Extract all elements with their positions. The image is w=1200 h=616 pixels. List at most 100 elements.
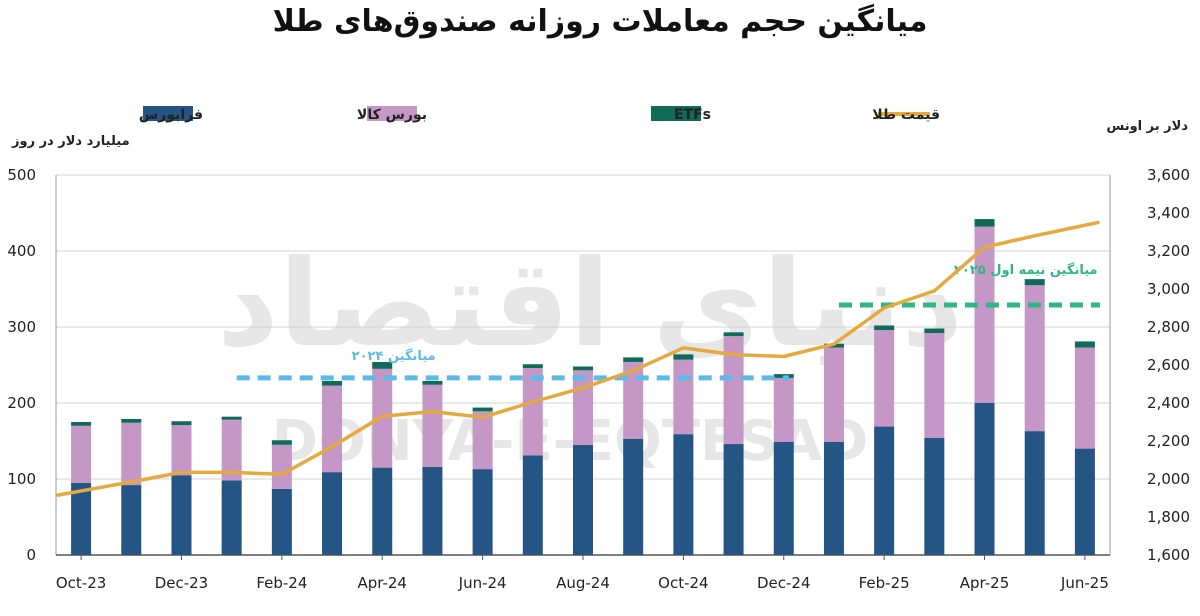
right-tick-label: 3,000	[1147, 280, 1190, 298]
bar-commodity-exchange	[874, 330, 895, 427]
bar-commodity-exchange	[723, 336, 744, 445]
legend-commodity-exchange-swatch	[367, 106, 417, 121]
chart-title: میانگین حجم معاملات روزانه صندوق‌های طلا	[272, 4, 928, 39]
right-tick-label: 2,800	[1147, 318, 1190, 336]
legend-etfs-label: ETFs	[674, 107, 711, 123]
bar-etfs	[472, 407, 493, 412]
bar-farabourse	[271, 488, 292, 555]
bar-etfs	[422, 380, 443, 385]
bar-etfs	[121, 418, 142, 423]
right-tick-label: 1,800	[1147, 508, 1190, 526]
bar-farabourse	[221, 480, 242, 555]
gold-price-polyline	[56, 220, 1100, 497]
left-tick-label: 0	[26, 546, 36, 564]
legend-farabourse-swatch	[143, 106, 193, 121]
bar-farabourse	[472, 469, 493, 555]
bar-commodity-exchange	[171, 425, 192, 476]
bar-commodity-exchange	[271, 444, 292, 489]
reference-label-2024: میانگین ۲۰۲۴	[352, 348, 436, 364]
bar-commodity-exchange	[472, 411, 493, 470]
x-tick-label: Aug-24	[556, 574, 610, 592]
bar-etfs	[924, 328, 945, 334]
bar-etfs	[723, 332, 744, 337]
bar-farabourse	[573, 444, 593, 555]
bar-farabourse	[924, 437, 945, 555]
legend-farabourse-label: فرابورس	[139, 107, 203, 123]
right-tick-label: 3,600	[1147, 166, 1190, 184]
right-tick-label: 2,000	[1147, 470, 1190, 488]
bar-etfs	[322, 380, 343, 386]
bar-farabourse	[121, 485, 142, 555]
bar-commodity-exchange	[1024, 285, 1045, 432]
bar-farabourse	[71, 482, 92, 555]
right-axis-label: دلار بر اونس	[1106, 119, 1188, 134]
left-tick-label: 100	[7, 470, 36, 488]
right-tick-label: 2,400	[1147, 394, 1190, 412]
bar-farabourse	[171, 475, 192, 555]
x-tick-label: Feb-25	[859, 574, 910, 592]
legend-commodity-exchange-label: بورس کالا	[357, 107, 427, 123]
bar-commodity-exchange	[623, 361, 644, 439]
bar-etfs	[372, 361, 393, 369]
bar-commodity-exchange	[773, 377, 794, 442]
x-tick-label: Oct-24	[658, 574, 708, 592]
bar-commodity-exchange	[823, 347, 844, 442]
bar-farabourse	[372, 467, 393, 555]
bar-farabourse	[773, 441, 794, 555]
x-tick-label: Apr-24	[357, 574, 407, 592]
bar-farabourse	[1024, 431, 1045, 555]
bar-etfs	[522, 364, 543, 369]
bar-farabourse	[874, 426, 895, 555]
reference-lines: میانگین ۲۰۲۴ میانگین نیمه اول ۲۰۲۵	[236, 262, 1100, 381]
bar-farabourse	[974, 403, 995, 555]
x-tick-label: Dec-23	[155, 574, 209, 592]
bar-commodity-exchange	[522, 368, 543, 456]
bar-etfs	[1074, 341, 1095, 348]
x-tick-label: Apr-25	[960, 574, 1010, 592]
bar-etfs	[271, 440, 292, 445]
right-tick-label: 2,200	[1147, 432, 1190, 450]
reference-label-h1-2025: میانگین نیمه اول ۲۰۲۵	[954, 262, 1098, 278]
bar-farabourse	[522, 455, 543, 555]
bar-farabourse	[623, 438, 644, 555]
right-tick-label: 1,600	[1147, 546, 1190, 564]
bar-etfs	[673, 354, 694, 360]
legend-etfs-swatch	[651, 106, 701, 121]
bar-etfs	[221, 416, 242, 420]
bar-etfs	[71, 422, 92, 426]
right-tick-label: 3,200	[1147, 242, 1190, 260]
bar-etfs	[1024, 279, 1045, 286]
bar-farabourse	[823, 441, 844, 555]
axes: 0 100 200 300 400 500 1,600 1,800 2,000 2,200 2,40…	[7, 166, 1190, 592]
bar-farabourse	[1074, 448, 1095, 555]
bar-commodity-exchange	[221, 419, 242, 481]
left-tick-label: 200	[7, 394, 36, 412]
left-tick-label: 300	[7, 318, 36, 336]
x-tick-label: Feb-24	[256, 574, 307, 592]
bar-etfs	[623, 357, 644, 362]
bar-commodity-exchange	[924, 333, 945, 438]
bar-commodity-exchange	[322, 385, 343, 473]
bar-commodity-exchange	[71, 425, 92, 483]
bar-etfs	[974, 219, 995, 227]
bar-etfs	[573, 366, 593, 371]
bar-farabourse	[322, 472, 343, 555]
bar-commodity-exchange	[673, 359, 694, 435]
bar-farabourse	[723, 444, 744, 555]
left-tick-label: 400	[7, 242, 36, 260]
bar-farabourse	[422, 466, 443, 555]
left-tick-label: 500	[7, 166, 36, 184]
bar-commodity-exchange	[121, 422, 142, 486]
gold-price-line	[56, 220, 1100, 497]
bar-commodity-exchange	[1074, 347, 1095, 449]
x-tick-label: Dec-24	[757, 574, 811, 592]
legend: فرابورس بورس کالا ETFs قیمت طلا	[139, 106, 940, 123]
bar-etfs	[874, 325, 895, 331]
bar-commodity-exchange	[422, 384, 443, 467]
x-tick-label: Jun-25	[1060, 574, 1109, 592]
right-tick-label: 3,400	[1147, 204, 1190, 222]
bar-commodity-exchange	[974, 226, 995, 403]
right-tick-label: 2,600	[1147, 356, 1190, 374]
bar-farabourse	[673, 434, 694, 555]
